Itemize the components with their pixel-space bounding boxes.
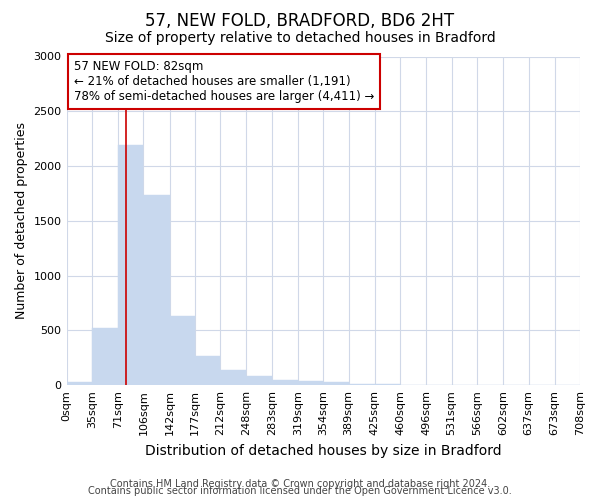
Text: 57 NEW FOLD: 82sqm
← 21% of detached houses are smaller (1,191)
78% of semi-deta: 57 NEW FOLD: 82sqm ← 21% of detached hou… (74, 60, 374, 103)
Bar (323, 382, 349, 385)
Bar (400, 384, 426, 385)
Y-axis label: Number of detached properties: Number of detached properties (15, 122, 28, 320)
Bar (220, 370, 247, 385)
Bar (272, 380, 298, 385)
Text: Size of property relative to detached houses in Bradford: Size of property relative to detached ho… (104, 31, 496, 45)
Bar (247, 376, 272, 385)
Text: Contains public sector information licensed under the Open Government Licence v3: Contains public sector information licen… (88, 486, 512, 496)
Bar (349, 384, 375, 385)
Bar (92, 328, 118, 385)
Bar (195, 356, 220, 385)
Bar (118, 145, 143, 385)
Bar (298, 381, 323, 385)
X-axis label: Distribution of detached houses by size in Bradford: Distribution of detached houses by size … (145, 444, 502, 458)
Text: 57, NEW FOLD, BRADFORD, BD6 2HT: 57, NEW FOLD, BRADFORD, BD6 2HT (145, 12, 455, 30)
Text: Contains HM Land Registry data © Crown copyright and database right 2024.: Contains HM Land Registry data © Crown c… (110, 479, 490, 489)
Bar (67, 382, 92, 385)
Bar (375, 384, 400, 385)
Bar (143, 194, 170, 385)
Bar (170, 316, 195, 385)
